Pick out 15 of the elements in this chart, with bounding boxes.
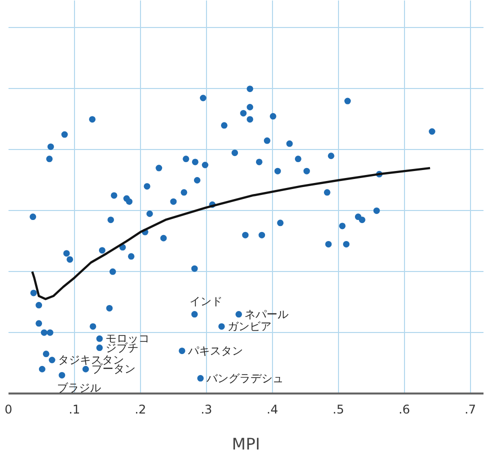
x-tick-label: 0: [4, 402, 12, 416]
annotation: バングラデシュ: [205, 372, 284, 385]
annotation: インド: [190, 294, 223, 308]
x-tick-label: .3: [200, 402, 212, 416]
x-tick-label: .4: [266, 402, 278, 416]
x-tick-label: .5: [332, 402, 344, 416]
x-tick-label: .2: [134, 402, 146, 416]
x-tick-label: .6: [398, 402, 410, 416]
x-tick-label: .7: [464, 402, 476, 416]
x-tick-label: .1: [68, 402, 80, 416]
annotation: ガンビア: [228, 320, 272, 333]
x-axis-title: MPI: [232, 434, 260, 454]
annotation: パキスタン: [187, 344, 244, 358]
annotation: ネパール: [244, 308, 289, 321]
annotation: ブラジル: [56, 382, 101, 395]
